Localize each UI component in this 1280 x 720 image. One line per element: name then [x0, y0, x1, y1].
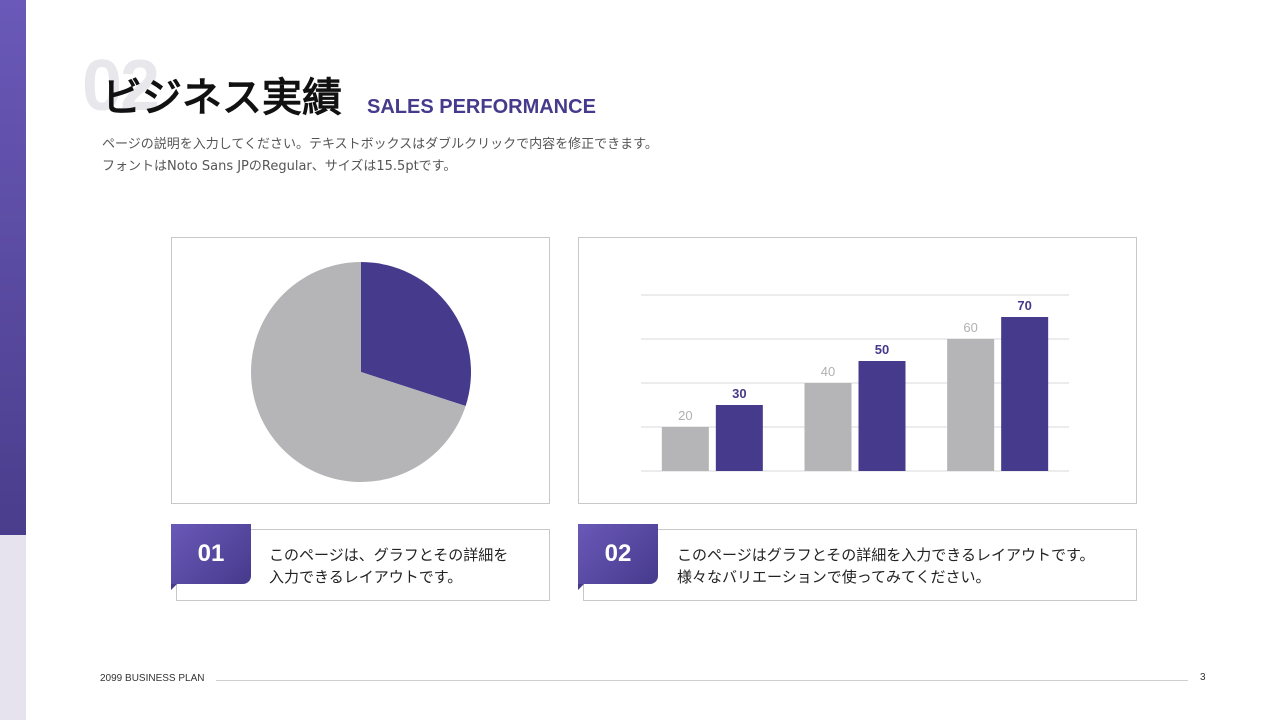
- page-description: ページの説明を入力してください。テキストボックスはダブルクリックで内容を修正でき…: [102, 134, 658, 178]
- note-line: このページはグラフとその詳細を入力できるレイアウトです。: [677, 546, 1095, 564]
- bar-series2-2: [858, 361, 906, 471]
- pie-chart: [250, 262, 471, 482]
- note-line: 入力できるレイアウトです。: [269, 568, 463, 586]
- bar-series1-1: [661, 427, 709, 471]
- page-subtitle: SALES PERFORMANCE: [367, 96, 596, 118]
- section-number: 02: [82, 46, 160, 126]
- bar-value-label: 70: [1017, 298, 1031, 313]
- note-number-badge-1: 01: [171, 524, 251, 590]
- note-line: 様々なバリエーションで使ってみてください。: [677, 568, 991, 586]
- bar-series1-2: [804, 383, 852, 471]
- bar-value-label: 50: [875, 342, 889, 357]
- page-title: ビジネス実績: [102, 75, 342, 121]
- footer-divider: [216, 680, 1188, 681]
- bar-value-label: 20: [678, 408, 692, 423]
- bar-value-label: 40: [821, 364, 835, 379]
- note-number-badge-2: 02: [578, 524, 658, 590]
- bar-value-label: 30: [732, 386, 746, 401]
- bar-chart: 20 40 60 30 50 70: [641, 294, 1069, 472]
- pie-chart-panel: [171, 237, 550, 504]
- page-number: 3: [1200, 672, 1206, 683]
- bar-series1-3: [947, 339, 995, 471]
- bar-series2-1: [715, 405, 763, 471]
- note-text-2: このページはグラフとその詳細を入力できるレイアウトです。 様々なバリエーションで…: [677, 544, 1117, 588]
- note-line: このページは、グラフとその詳細を: [269, 546, 509, 564]
- description-line: フォントはNoto Sans JPのRegular、サイズは15.5ptです。: [102, 159, 457, 174]
- sidebar-accent: [0, 0, 26, 535]
- bar-chart-panel: 20 40 60 30 50 70: [578, 237, 1137, 504]
- pie-slice-1: [361, 262, 471, 406]
- bar-value-label: 60: [963, 320, 977, 335]
- bar-series2-3: [1001, 317, 1049, 471]
- note-text-1: このページは、グラフとその詳細を 入力できるレイアウトです。: [269, 544, 539, 588]
- description-line: ページの説明を入力してください。テキストボックスはダブルクリックで内容を修正でき…: [102, 137, 658, 152]
- note-card-2: [583, 529, 1137, 601]
- footer-label: 2099 BUSINESS PLAN: [100, 673, 205, 684]
- pie-slice-2: [250, 262, 466, 482]
